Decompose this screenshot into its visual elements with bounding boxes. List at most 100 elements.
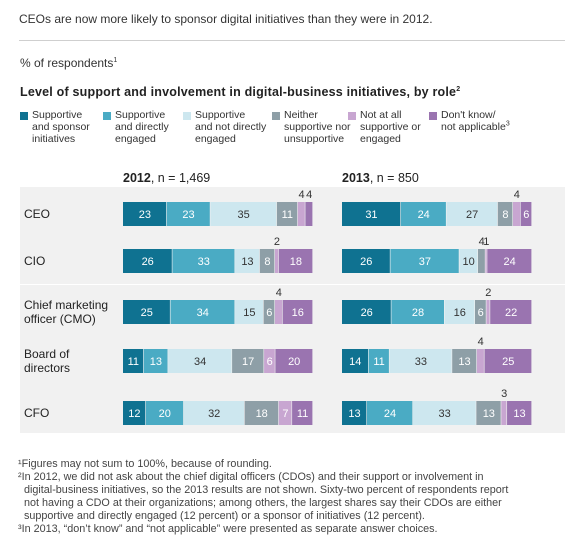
bar-segment (497, 202, 513, 226)
bar-value-label: 26 (361, 307, 373, 319)
bar-value-label: 22 (505, 307, 517, 319)
legend-label-text: engaged (360, 133, 401, 145)
bar-segment (276, 202, 298, 226)
panel-header: 2012, n = 1,469 (123, 171, 210, 185)
bar-value-label: 37 (419, 256, 431, 268)
bar-value-label: 11 (297, 408, 308, 420)
bar-value-label: 25 (141, 307, 153, 319)
legend-label-text: and directly (115, 121, 169, 133)
legend-label-line: unsupportive (284, 133, 351, 145)
legend-label-text: initiatives (32, 133, 76, 145)
bar-value-label: 11 (282, 209, 293, 221)
bar-segment (452, 349, 477, 373)
bar-segment (342, 300, 391, 324)
row-label: Chief marketing officer (CMO) (24, 298, 108, 326)
bar-segment (477, 249, 485, 273)
row-label: CFO (24, 406, 49, 420)
footnotes: ¹Figures may not sum to 100%, because of… (18, 458, 566, 536)
bar-value-label: 1 (483, 236, 489, 248)
row-label-line: officer (CMO) (24, 312, 96, 326)
legend-label-line: engaged (360, 133, 421, 145)
bar-segment (513, 202, 520, 226)
bar-segment (235, 249, 260, 273)
bar-value-label: 12 (128, 408, 140, 420)
unit-label: % of respondents1 (20, 56, 117, 70)
bar-value-label: 6 (267, 356, 273, 368)
footnote-line: ³In 2013, “don’t know” and “not applicab… (18, 523, 438, 535)
row-label: Board of directors (24, 347, 70, 375)
row-label-line: CIO (24, 254, 46, 268)
panel-year: 2012 (123, 171, 151, 185)
bar-value-label: 13 (348, 408, 360, 420)
bar-value-label: 4 (479, 236, 485, 248)
bar-segment (235, 300, 263, 324)
bar-segment (342, 401, 367, 425)
legend-label: Supportive and directly engaged (115, 109, 169, 145)
bar-segment (123, 349, 144, 373)
footnote-line: ²In 2012, we did not ask about the chief… (18, 471, 484, 483)
bar-value-label: 13 (241, 256, 253, 268)
bar-value-label: 32 (208, 408, 220, 420)
bar-segment (501, 401, 507, 425)
bar-segment (123, 300, 170, 324)
bar-value-label: 8 (502, 209, 508, 221)
panel-header: 2013, n = 850 (342, 171, 419, 185)
legend-label-text: and sponsor (32, 121, 90, 133)
headline: CEOs are now more likely to sponsor digi… (19, 12, 433, 26)
bar-segment (487, 249, 532, 273)
bar-value-label: 13 (513, 408, 525, 420)
chart-title: Level of support and involvement in digi… (20, 85, 460, 99)
bar-value-label: 15 (243, 307, 255, 319)
bar-value-label: 31 (365, 209, 377, 221)
bar-value-label: 27 (466, 209, 478, 221)
footnote-line: not having a CDO at their organizations;… (24, 497, 502, 509)
bar-value-label: 18 (256, 408, 268, 420)
bar-value-label: 14 (349, 356, 361, 368)
legend-label-text: Supportive (32, 109, 83, 121)
legend-swatch (348, 112, 356, 120)
bar-segment (275, 249, 279, 273)
legend-swatch (103, 112, 111, 120)
bar-segment (389, 349, 452, 373)
bar-value-label: 11 (128, 356, 139, 368)
bar-segment (145, 401, 184, 425)
legend-label-line: Neither (284, 109, 351, 121)
bar-value-label: 24 (504, 256, 516, 268)
row-label-line: CFO (24, 406, 50, 420)
legend-label-text: supportive nor (284, 121, 351, 133)
legend-label: Not at all supportive or engaged (360, 109, 421, 145)
bar-segment (444, 300, 475, 324)
bar-value-label: 11 (373, 356, 384, 368)
bar-value-label: 23 (182, 209, 194, 221)
bar-segment (391, 300, 444, 324)
bar-value-label: 2 (274, 236, 280, 248)
legend-label-line: supportive nor (284, 121, 351, 133)
unit-label-note: 1 (113, 57, 118, 64)
bar-segment (172, 249, 235, 273)
bar-value-label: 13 (458, 356, 470, 368)
legend-label-text: Supportive (195, 109, 246, 121)
legend-label-line: Not at all (360, 109, 421, 121)
bar-value-label: 33 (198, 256, 210, 268)
bar-segment (170, 300, 235, 324)
bar-segment (244, 401, 279, 425)
legend-label-line: engaged (195, 133, 266, 145)
bar-segment (520, 202, 532, 226)
row-label-line: CEO (24, 207, 51, 221)
bar-segment (342, 202, 401, 226)
bar-value-label: 18 (290, 256, 302, 268)
bar-value-label: 4 (276, 287, 282, 299)
legend-label-text: unsupportive (284, 133, 345, 145)
legend: Supportive and sponsor initiatives Supporti… (20, 109, 565, 155)
bar-segment (183, 401, 244, 425)
bar-segment (297, 202, 305, 226)
legend-label-text: engaged (115, 133, 156, 145)
bar-value-label: 6 (478, 307, 484, 319)
legend-label-text: and not directly (195, 121, 267, 133)
bar-segment (446, 202, 498, 226)
bar-value-label: 6 (266, 307, 272, 319)
legend-label-text: Not at all (360, 109, 402, 121)
bar-segment (210, 202, 277, 226)
bar-segment (275, 300, 282, 324)
legend-label-line: Supportive (195, 109, 266, 121)
